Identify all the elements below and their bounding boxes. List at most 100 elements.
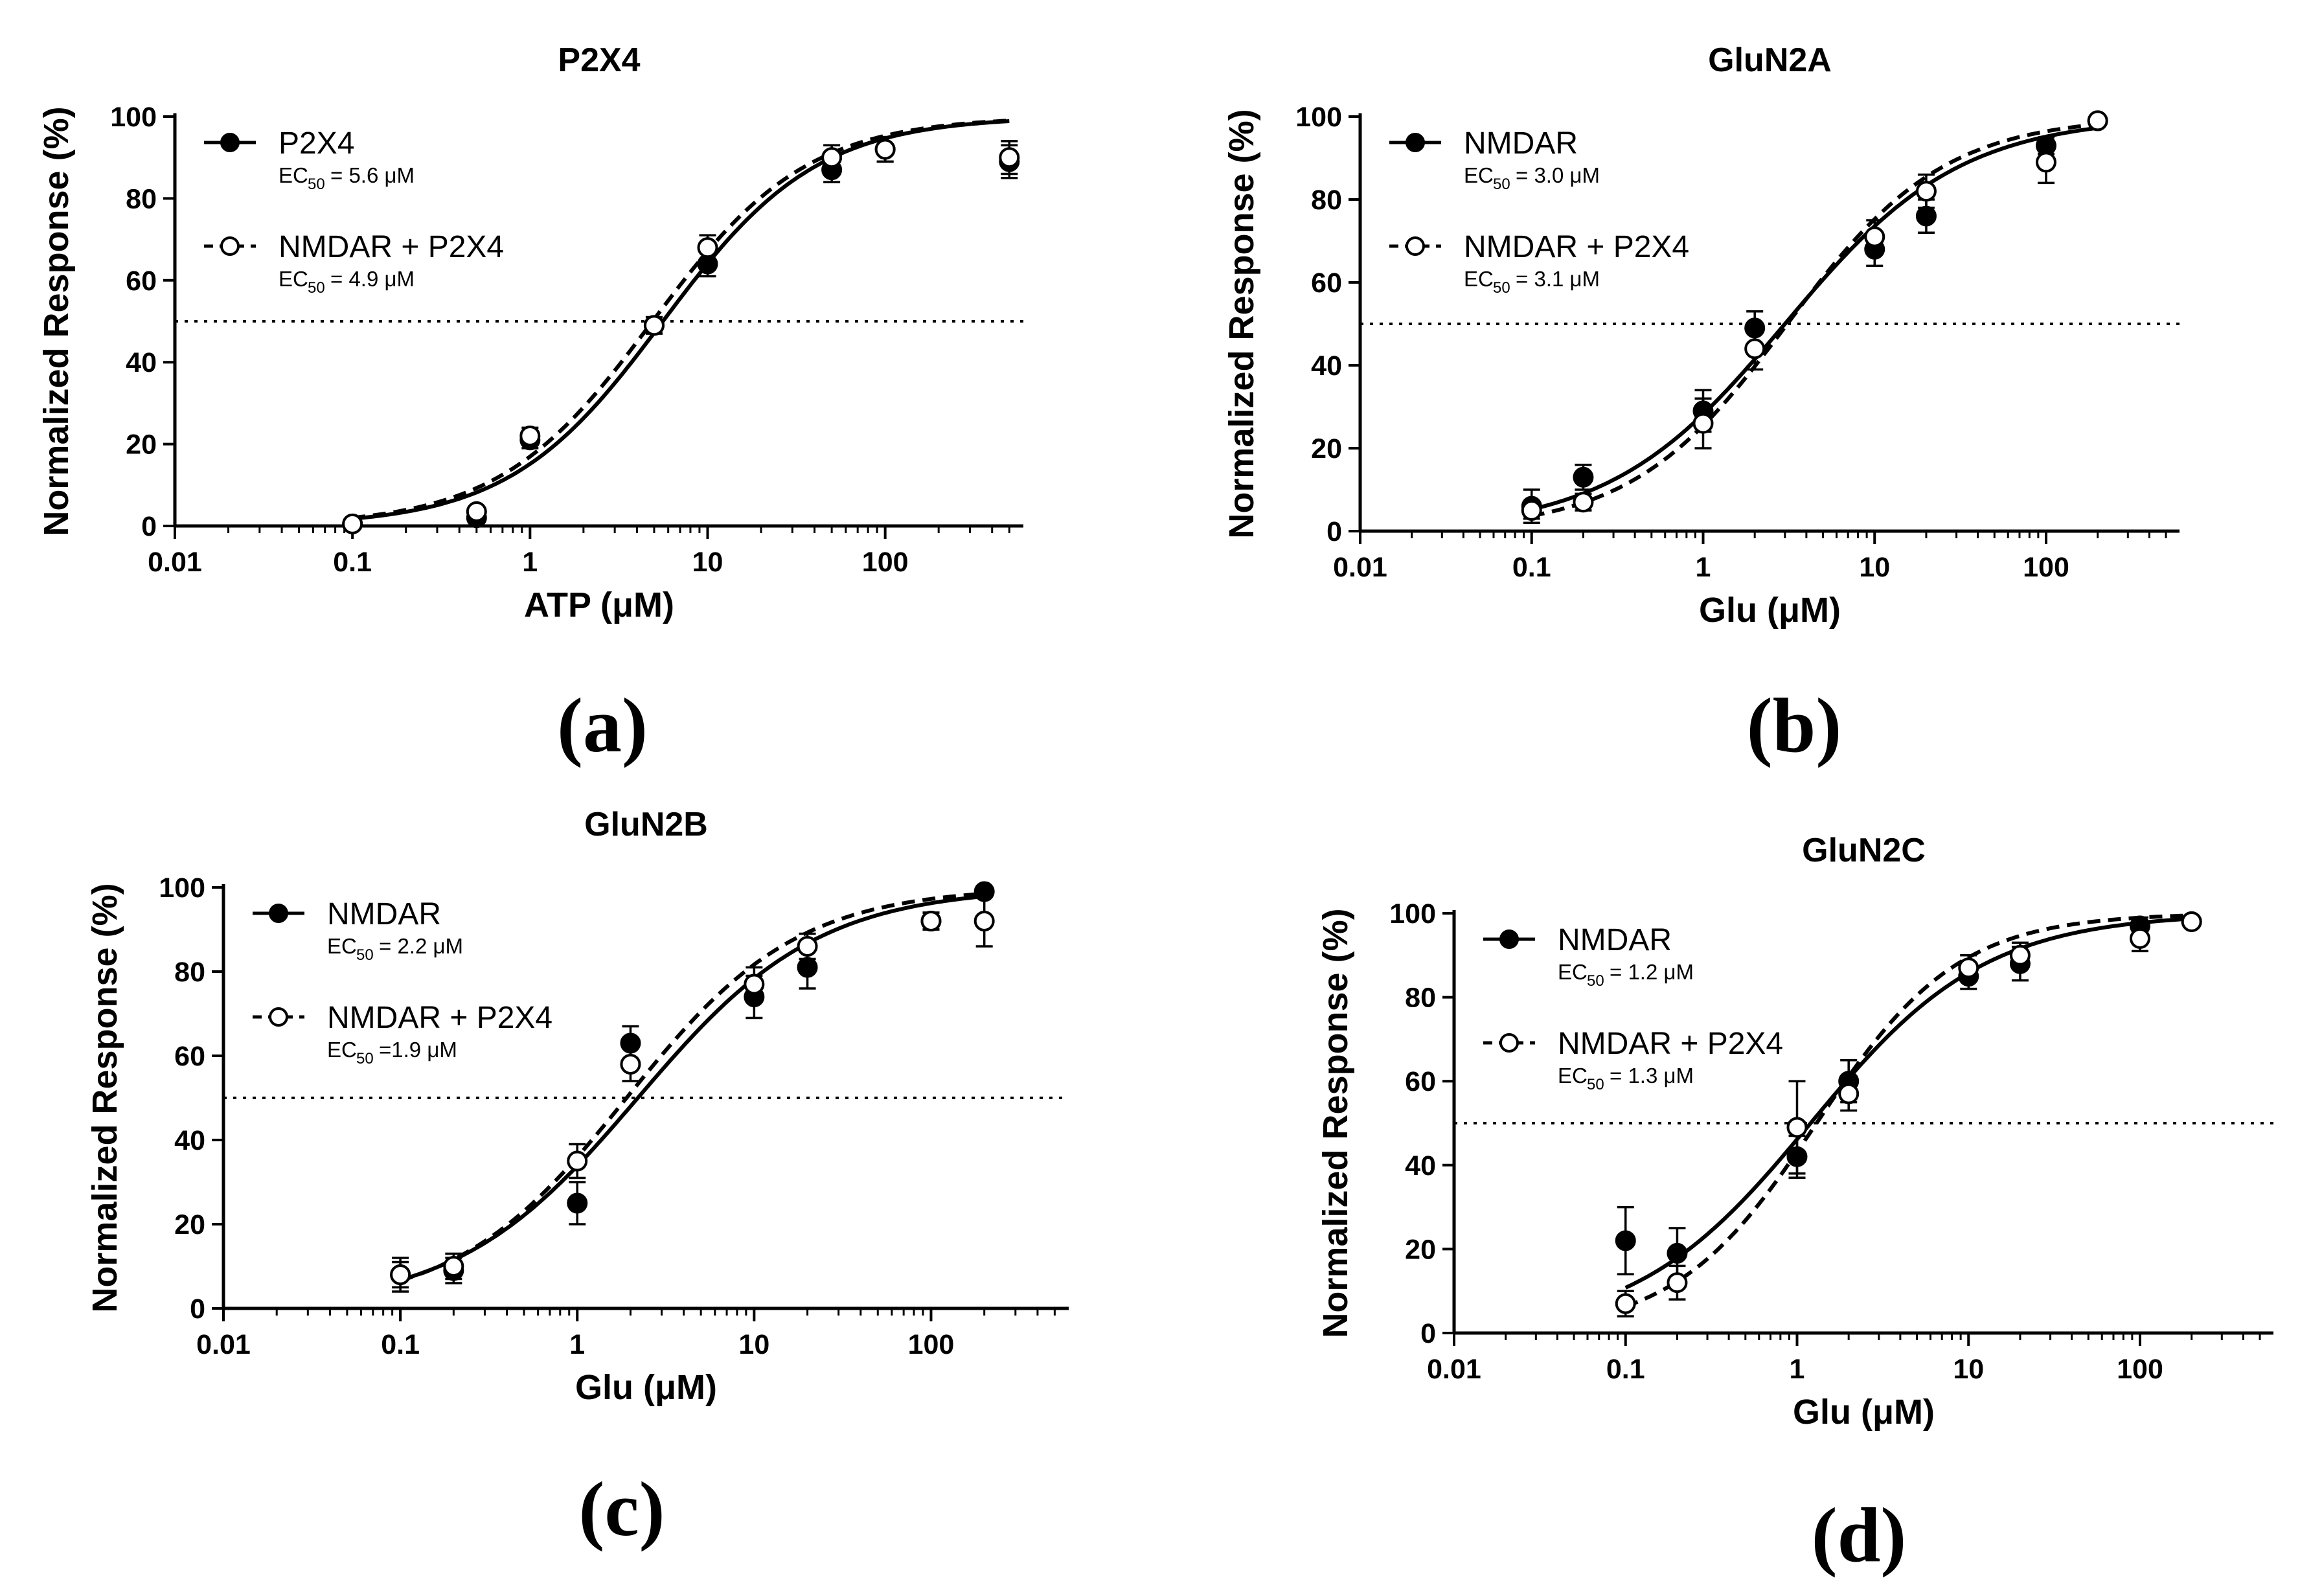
x-tick-label: 1 (522, 547, 538, 578)
legend-label: P2X4 (279, 126, 354, 161)
x-tick-label: 10 (1859, 552, 1890, 583)
panel-label: (a) (557, 682, 648, 768)
x-tick-label: 1 (569, 1329, 585, 1360)
chart-title: GluN2C (1802, 832, 1926, 869)
y-tick-label: 40 (1311, 350, 1342, 382)
y-tick-label: 80 (126, 183, 157, 214)
ec50-value: = 1.2 μM (1610, 960, 1694, 984)
x-tick-label: 10 (1953, 1354, 1984, 1385)
y-tick-label: 60 (1405, 1066, 1436, 1097)
legend-item: NMDAR + P2X4 EC 50 =1.9 μM (253, 1001, 552, 1067)
ec50-subscript: 50 (308, 176, 325, 193)
y-tick-label: 80 (1311, 185, 1342, 216)
data-point (466, 501, 487, 522)
ec50-prefix: EC (279, 267, 308, 291)
ec50-value: = 1.3 μM (1610, 1064, 1694, 1088)
legend-label: NMDAR + P2X4 (1464, 230, 1689, 264)
y-tick-label: 0 (1420, 1318, 1436, 1349)
ec50-subscript: 50 (1587, 972, 1604, 990)
data-point (620, 1054, 641, 1075)
data-point (1667, 1242, 1688, 1264)
fit-curve (1531, 122, 2098, 518)
fit-curve (352, 119, 1010, 520)
x-axis-label: Glu (μM) (575, 1368, 717, 1407)
data-point (643, 315, 665, 336)
x-tick-label: 1 (1696, 552, 1711, 583)
data-point (744, 974, 765, 995)
y-axis-label: Normalized Response (%) (85, 883, 124, 1312)
y-axis-label: Normalized Response (%) (1222, 109, 1261, 538)
panel-label: (c) (578, 1466, 665, 1552)
legend-marker (269, 904, 288, 923)
data-point (2035, 152, 2056, 173)
ec50-value: = 3.0 μM (1516, 163, 1600, 187)
legend-marker (220, 236, 240, 256)
y-tick-label: 60 (174, 1041, 205, 1072)
data-point (342, 513, 363, 534)
ec50-value: = 5.6 μM (330, 163, 415, 187)
fit-curve (1624, 913, 2192, 1308)
y-tick-label: 60 (1311, 268, 1342, 299)
y-tick-label: 40 (1405, 1150, 1436, 1181)
y-tick-label: 20 (1311, 433, 1342, 464)
x-tick-label: 100 (2117, 1354, 2163, 1385)
y-axis-label: Normalized Response (%) (1316, 908, 1355, 1338)
data-point (1692, 413, 1714, 434)
y-tick-label: 80 (174, 957, 205, 988)
legend-marker (1406, 236, 1425, 256)
data-point (1915, 181, 1937, 202)
x-tick-label: 0.01 (196, 1329, 251, 1360)
legend-marker (220, 133, 240, 152)
fit-curve (352, 119, 1010, 521)
chart-title: GluN2A (1708, 41, 1832, 79)
fit-curve (400, 891, 985, 1282)
data-point (1667, 1272, 1688, 1294)
ec50-value: = 2.2 μM (379, 934, 463, 958)
ec50-prefix: EC (1464, 163, 1494, 187)
fit-curve (1624, 917, 2192, 1290)
data-point (390, 1264, 411, 1285)
ec50-prefix: EC (279, 163, 308, 187)
y-tick-label: 0 (190, 1294, 205, 1325)
data-point (2129, 928, 2150, 949)
fit-curve (400, 894, 985, 1282)
chart-title: P2X4 (558, 41, 640, 79)
data-point (874, 139, 896, 160)
data-point (920, 911, 942, 931)
series-combined (1615, 911, 2202, 1317)
ec50-prefix: EC (1558, 960, 1588, 984)
y-tick-label: 60 (126, 266, 157, 297)
ec50-subscript: 50 (356, 1050, 374, 1067)
ec50-subscript: 50 (1587, 1076, 1604, 1093)
legend-marker (1406, 133, 1425, 152)
y-tick-label: 100 (1389, 898, 1436, 929)
ec50-prefix: EC (327, 1038, 357, 1062)
series-combined (390, 891, 995, 1293)
x-tick-label: 100 (862, 547, 909, 578)
y-tick-label: 0 (141, 511, 157, 542)
panel-label: (b) (1747, 682, 1842, 768)
legend-label: NMDAR + P2X4 (279, 230, 504, 264)
y-tick-label: 20 (174, 1209, 205, 1240)
y-tick-label: 100 (159, 872, 205, 904)
series-control (1521, 110, 2108, 524)
ec50-value: =1.9 μM (379, 1038, 457, 1062)
panel-label: (d) (1812, 1492, 1907, 1578)
data-point (567, 1192, 588, 1214)
data-point (797, 936, 818, 957)
chart-title: GluN2B (584, 806, 708, 843)
x-axis-label: ATP (μM) (524, 586, 674, 624)
legend-marker (1499, 929, 1519, 949)
ec50-prefix: EC (327, 934, 357, 958)
y-tick-label: 80 (1405, 983, 1436, 1014)
legend-item: NMDAR EC 50 = 2.2 μM (253, 897, 463, 964)
x-axis-label: Glu (μM) (1793, 1393, 1935, 1431)
series-combined (1521, 110, 2108, 521)
ec50-subscript: 50 (308, 279, 325, 297)
series-combined (342, 119, 1020, 534)
ec50-value: = 4.9 μM (330, 267, 415, 291)
legend-marker (269, 1007, 288, 1027)
y-axis-label: Normalized Response (%) (37, 106, 76, 536)
